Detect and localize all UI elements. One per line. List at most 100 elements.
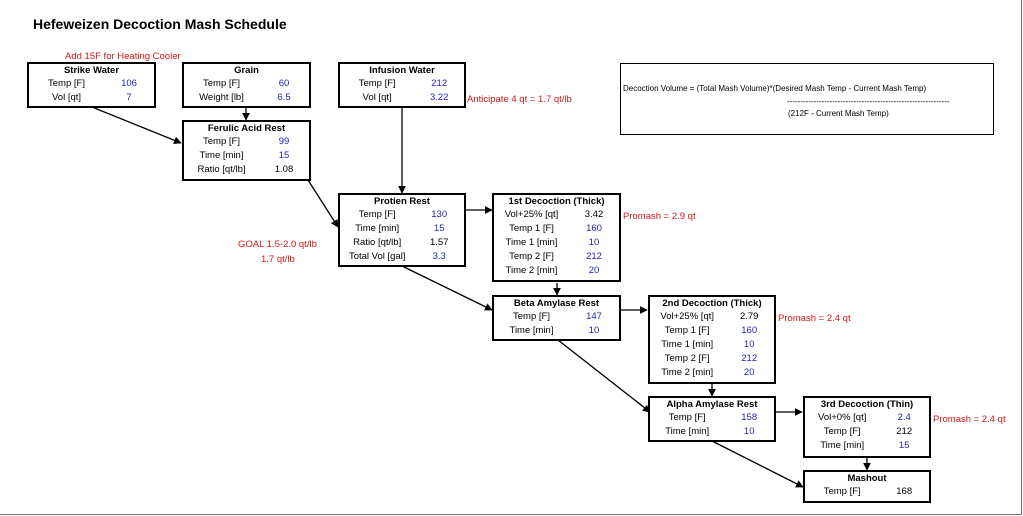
data-row: Vol+25% [qt] 2.79 [650, 310, 774, 324]
row-label: Temp [F] [823, 426, 861, 437]
row-label: Temp 2 [F] [509, 251, 554, 262]
note-promash-3: Promash = 2.4 qt [933, 414, 1006, 425]
box-title: Mashout [847, 473, 887, 484]
row-value: 7 [126, 92, 132, 103]
data-row: Time 1 [min] 10 [650, 338, 774, 352]
data-row: Temp [F] 106 [29, 77, 154, 91]
first-decoction-box: 1st Decoction (Thick) Vol+25% [qt] 3.42 T… [492, 193, 621, 282]
note-goal: GOAL 1.5-2.0 qt/lb [238, 239, 317, 250]
row-label: Vol+25% [qt] [660, 311, 714, 322]
data-row: Temp [F] 130 [340, 208, 464, 222]
box-title: Infusion Water [369, 65, 435, 76]
box-title: 1st Decoction (Thick) [508, 196, 605, 207]
row-label: Time [min] [509, 325, 554, 336]
row-label: Time [min] [665, 426, 710, 437]
strike-water-box: Strike Water Temp [F] 106 Vol [qt] 7 [27, 62, 156, 108]
row-label: Temp [F] [668, 412, 706, 423]
row-value: 147 [586, 311, 602, 322]
row-value: 158 [741, 412, 758, 423]
row-label: Time 2 [min] [505, 265, 558, 276]
row-value: 15 [278, 150, 290, 161]
data-row: Temp 1 [F] 160 [494, 222, 619, 236]
data-row: Temp [F] 212 [805, 425, 929, 439]
box-title: 2nd Decoction (Thick) [662, 298, 762, 309]
row-value: 3.22 [429, 92, 449, 103]
third-decoction-box: 3rd Decoction (Thin) Vol+0% [qt] 2.4 Temp… [803, 396, 931, 458]
data-row: Vol+0% [qt] 2.4 [805, 411, 929, 425]
row-label: Temp [F] [358, 78, 396, 89]
row-value: 20 [743, 367, 755, 378]
grain-box: Grain Temp [F] 60 Weight [lb] 6.5 [182, 62, 311, 108]
row-label: Time [min] [820, 440, 865, 451]
row-value: 212 [586, 251, 602, 262]
data-row: Vol [qt] 7 [29, 91, 154, 105]
row-label: Temp [F] [358, 209, 396, 220]
arrow-beta-to-alpha [557, 339, 651, 413]
row-label: Total Vol [gal] [348, 251, 406, 262]
box-title: Strike Water [63, 65, 120, 76]
data-row: Time [min] 10 [494, 324, 619, 338]
row-label: Temp [F] [513, 311, 550, 322]
data-row: Weight [lb] 6.5 [184, 91, 309, 105]
data-row: Temp [F] 212 [340, 77, 464, 91]
row-label: Vol+25% [qt] [504, 209, 559, 220]
note-promash-2: Promash = 2.4 qt [778, 313, 851, 324]
ferulic-acid-rest-box: Ferulic Acid Rest Temp [F] 99 Time [min] 1… [182, 120, 311, 181]
row-label: Vol+0% [qt] [818, 412, 867, 423]
row-value: 106 [121, 78, 137, 89]
box-title: Alpha Amylase Rest [666, 399, 758, 410]
decoction-formula-box: Decoction Volume = (Total Mash Volume)*(… [620, 63, 994, 135]
row-label: Ratio [qt/lb] [353, 237, 402, 248]
row-value: 60 [278, 78, 290, 89]
data-row: Time 1 [min] 10 [494, 236, 619, 250]
formula-numerator: Decoction Volume = (Total Mash Volume)*(… [623, 84, 927, 93]
arrow-alpha-to-mashout [711, 440, 804, 488]
arrow-strike-to-ferulic [91, 106, 182, 144]
data-row: Vol [qt] 3.22 [340, 91, 464, 105]
row-label: Time [min] [355, 223, 400, 234]
data-row: Time [min] 15 [340, 222, 464, 236]
box-title: Grain [234, 65, 259, 76]
data-row: Ratio [qt/lb] 1.57 [340, 236, 464, 250]
row-value: 168 [896, 486, 913, 497]
box-title: Beta Amylase Rest [513, 298, 600, 309]
formula-divider: ----------------------------------------… [787, 97, 950, 106]
data-row: Temp 2 [F] 212 [650, 352, 774, 366]
arrow-protien-to-beta [401, 265, 493, 311]
data-row: Vol+25% [qt] 3.42 [494, 208, 619, 222]
row-label: Temp [F] [203, 78, 240, 89]
row-label: Time 1 [min] [505, 237, 558, 248]
row-label: Temp 1 [F] [509, 223, 554, 234]
note-promash-1: Promash = 2.9 qt [623, 211, 696, 222]
row-value: 1.57 [429, 237, 449, 248]
row-value: 15 [898, 440, 910, 451]
data-row: Temp [F] 147 [494, 310, 619, 324]
data-row: Temp [F] 158 [650, 411, 774, 425]
data-row: Temp [F] 99 [184, 135, 309, 149]
protien-rest-box: Protien Rest Temp [F] 130 Time [min] 15 Ra… [338, 193, 466, 267]
row-label: Weight [lb] [199, 92, 244, 103]
row-label: Temp 1 [F] [664, 325, 710, 336]
row-label: Time 1 [min] [661, 339, 714, 350]
row-value: 212 [431, 78, 448, 89]
page-title: Hefeweizen Decoction Mash Schedule [33, 16, 287, 32]
row-value: 212 [896, 426, 913, 437]
row-value: 2.4 [897, 412, 911, 423]
formula-denominator: (212F - Current Mash Temp) [788, 109, 889, 118]
data-row: Time [min] 10 [650, 425, 774, 439]
data-row: Total Vol [gal] 3.3 [340, 250, 464, 264]
row-value: 10 [588, 325, 600, 336]
row-label: Vol [qt] [362, 92, 392, 103]
row-label: Temp [F] [203, 136, 240, 147]
row-label: Temp [F] [48, 78, 85, 89]
row-label: Ratio [qt/lb] [197, 164, 246, 175]
row-value: 20 [588, 265, 600, 276]
data-row: Temp 2 [F] 212 [494, 250, 619, 264]
row-value: 160 [586, 223, 602, 234]
row-value: 99 [278, 136, 290, 147]
row-value: 130 [431, 209, 448, 220]
data-row: Time 2 [min] 20 [650, 366, 774, 380]
row-label: Time [min] [199, 150, 244, 161]
